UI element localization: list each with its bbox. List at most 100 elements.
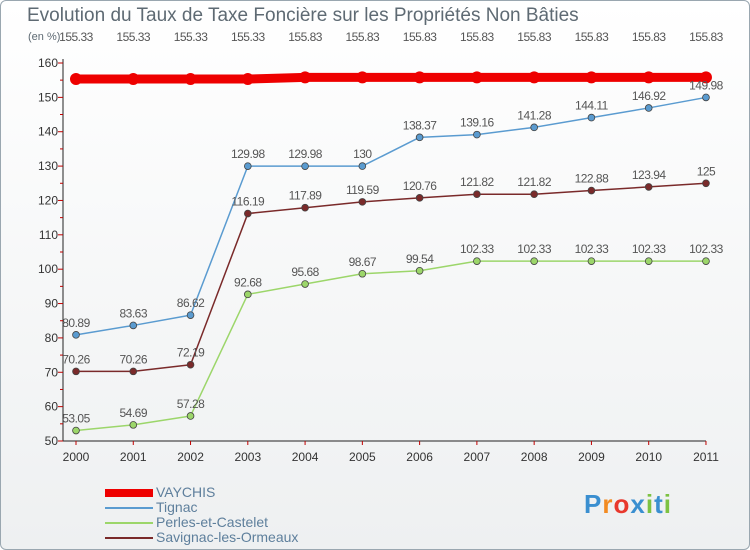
data-point xyxy=(530,190,538,199)
data-point xyxy=(413,71,426,84)
data-label: 155.33 xyxy=(116,30,151,44)
data-label: 130 xyxy=(353,147,372,161)
legend-item: VAYCHIS xyxy=(105,485,298,500)
unit-label: (en %) xyxy=(28,31,61,43)
data-point xyxy=(702,257,710,265)
x-tick-label: 2001 xyxy=(120,450,147,464)
y-tick-label: 60 xyxy=(45,400,59,414)
data-label: 98.67 xyxy=(349,255,377,269)
legend-label: Perles-et-Castelet xyxy=(156,514,269,530)
data-label: 155.83 xyxy=(403,30,438,44)
data-point xyxy=(473,190,481,199)
x-tick-label: 2006 xyxy=(406,450,433,464)
data-point xyxy=(72,426,80,435)
series-line-vaychis xyxy=(76,72,706,84)
data-label: 102.33 xyxy=(517,242,552,256)
series-line-tignac xyxy=(75,96,707,336)
data-label: 72.19 xyxy=(177,346,205,360)
data-label: 57.28 xyxy=(177,397,205,411)
legend-item: Perles-et-Castelet xyxy=(105,515,298,530)
data-label: 155.33 xyxy=(231,30,266,44)
data-label: 155.83 xyxy=(345,30,380,44)
legend-swatch xyxy=(105,488,153,497)
data-point xyxy=(301,203,309,212)
y-tick-label: 90 xyxy=(45,297,59,311)
data-label: 99.54 xyxy=(406,252,434,266)
data-point xyxy=(470,71,483,84)
data-point xyxy=(241,73,254,86)
legend-label: Tignac xyxy=(156,499,198,515)
data-label: 123.94 xyxy=(632,168,667,182)
data-point xyxy=(244,162,252,170)
data-point xyxy=(585,71,598,84)
data-label: 155.83 xyxy=(460,30,495,44)
series-line-perles-et-castelet xyxy=(75,260,706,432)
data-label: 144.11 xyxy=(575,99,609,113)
legend-label: Savignac-les-Ormeaux xyxy=(156,529,299,545)
data-label: 102.33 xyxy=(460,242,495,256)
legend-swatch xyxy=(105,506,153,509)
data-label: 155.83 xyxy=(575,30,610,44)
y-tick-label: 50 xyxy=(45,434,59,448)
data-point xyxy=(299,71,312,84)
data-label: 138.37 xyxy=(403,118,438,132)
data-point xyxy=(644,183,653,191)
data-point xyxy=(415,194,424,202)
x-tick-label: 2002 xyxy=(177,450,204,464)
data-label: 129.98 xyxy=(288,147,323,161)
y-tick-label: 140 xyxy=(38,125,58,139)
x-tick-label: 2009 xyxy=(578,450,605,464)
chart-title: Evolution du Taux de Taxe Foncière sur l… xyxy=(27,5,579,26)
legend-label: VAYCHIS xyxy=(156,484,216,500)
series-line-savignac-les-ormeaux xyxy=(76,182,707,373)
data-label: 70.26 xyxy=(62,352,90,366)
y-tick-label: 100 xyxy=(38,262,58,276)
x-tick-label: 2011 xyxy=(693,450,719,464)
data-label: 117.89 xyxy=(289,189,323,203)
data-point xyxy=(415,266,424,275)
data-point xyxy=(530,257,538,265)
data-point xyxy=(358,269,367,278)
y-tick-label: 80 xyxy=(45,331,59,345)
y-tick-label: 160 xyxy=(38,56,58,70)
proxiti-logo: Proxiti xyxy=(584,489,672,519)
x-tick-label: 2010 xyxy=(635,450,662,464)
data-point xyxy=(642,71,655,84)
data-label: 102.33 xyxy=(575,242,610,256)
data-point xyxy=(72,367,80,376)
data-point xyxy=(699,71,712,84)
data-label: 86.62 xyxy=(177,296,205,310)
y-tick-label: 130 xyxy=(38,159,58,173)
data-label: 155.33 xyxy=(174,30,209,44)
data-point xyxy=(301,162,309,170)
data-point xyxy=(186,412,195,420)
data-label: 121.82 xyxy=(460,175,495,189)
data-label: 53.05 xyxy=(62,412,90,426)
data-label: 155.83 xyxy=(288,30,323,44)
legend-swatch xyxy=(105,521,153,524)
data-label: 141.28 xyxy=(517,108,552,122)
x-tick-label: 2003 xyxy=(234,450,261,464)
data-label: 92.68 xyxy=(234,275,262,289)
y-tick-label: 120 xyxy=(38,193,58,207)
x-tick-label: 2005 xyxy=(349,450,376,464)
data-label: 125 xyxy=(697,164,716,178)
data-point xyxy=(528,71,541,84)
y-tick-label: 150 xyxy=(38,90,58,104)
data-point xyxy=(415,133,424,142)
x-tick-label: 2000 xyxy=(63,450,90,464)
data-label: 155.83 xyxy=(689,30,724,44)
data-label: 155.83 xyxy=(632,30,667,44)
data-point xyxy=(587,186,596,195)
data-point xyxy=(70,73,82,86)
data-label: 121.82 xyxy=(517,175,552,189)
data-point xyxy=(358,162,367,170)
data-label: 54.69 xyxy=(120,406,148,420)
legend: VAYCHIS Tignac Perles-et-Castelet Savignac-… xyxy=(105,485,298,545)
x-tick-label: 2008 xyxy=(521,450,548,464)
data-label: 83.63 xyxy=(120,306,148,320)
data-label: 70.26 xyxy=(120,352,148,366)
data-label: 129.98 xyxy=(231,147,266,161)
